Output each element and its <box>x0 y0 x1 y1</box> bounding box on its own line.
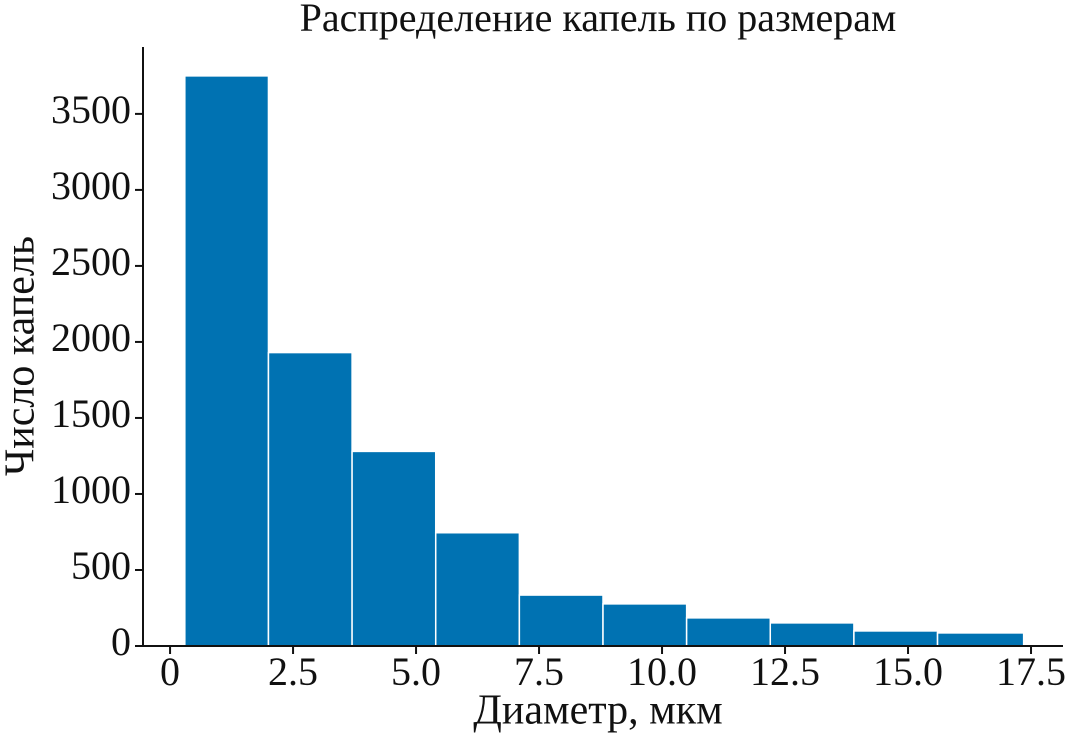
x-tick-label: 17.5 <box>996 649 1066 694</box>
chart-title: Распределение капель по размерам <box>300 0 897 40</box>
x-tick-label: 0 <box>160 649 180 694</box>
bar <box>853 630 939 647</box>
bar <box>936 632 1025 647</box>
bar <box>434 531 521 647</box>
bar <box>518 594 604 647</box>
x-tick-label: 12.5 <box>750 649 820 694</box>
bar <box>769 622 855 647</box>
x-axis-label: Диаметр, мкм <box>473 688 722 734</box>
y-tick-label: 2500 <box>51 239 131 284</box>
y-tick-label: 2000 <box>51 315 131 360</box>
y-tick-label: 1500 <box>51 391 131 436</box>
x-tick-label: 7.5 <box>514 649 564 694</box>
bar <box>351 450 437 647</box>
y-tick-label: 3000 <box>51 163 131 208</box>
y-tick-label: 500 <box>71 543 131 588</box>
y-tick-label: 3500 <box>51 87 131 132</box>
x-tick-label: 5.0 <box>391 649 441 694</box>
bar <box>184 75 270 647</box>
x-tick-label: 15.0 <box>873 649 943 694</box>
y-tick-label: 1000 <box>51 467 131 512</box>
x-tick-label: 10.0 <box>627 649 697 694</box>
bar <box>602 603 688 647</box>
x-tick-label: 2.5 <box>268 649 318 694</box>
bar <box>267 351 353 647</box>
y-axis-label: Число капель <box>0 236 44 476</box>
bar <box>685 617 772 647</box>
y-tick-label: 0 <box>111 619 131 664</box>
